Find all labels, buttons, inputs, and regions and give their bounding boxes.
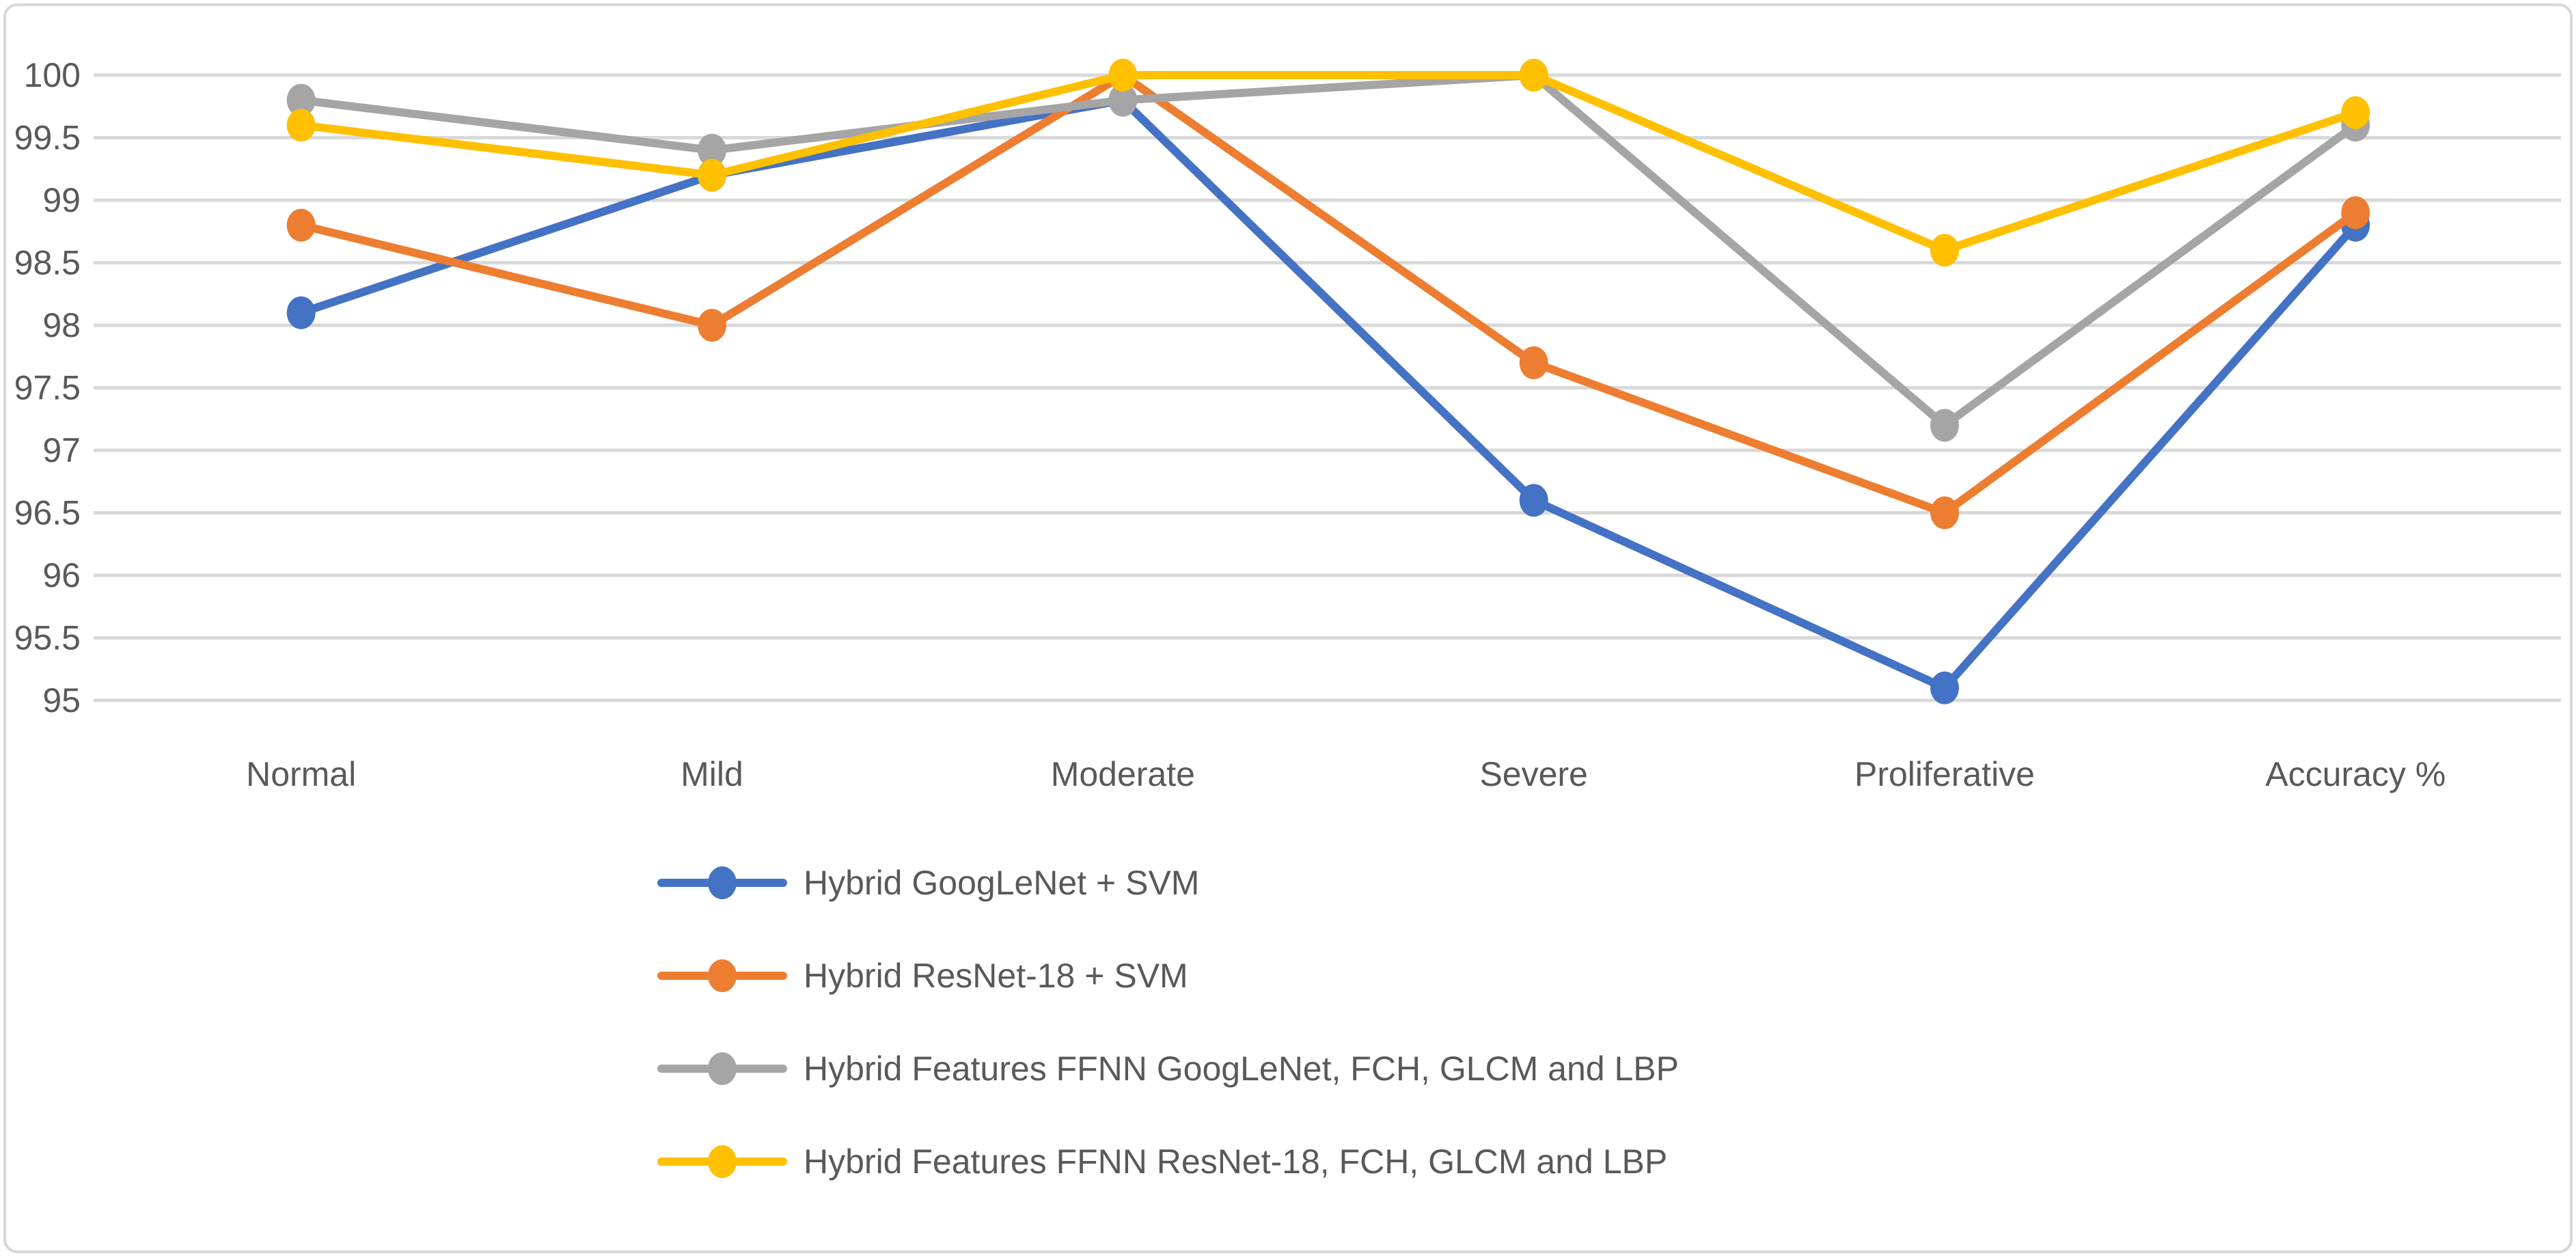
legend-label: Hybrid Features FFNN ResNet-18, FCH, GLC… [804, 1142, 1667, 1181]
series-line-hybrid-resnet-18-svm [297, 71, 2360, 517]
data-point-marker [286, 109, 316, 142]
legend-marker [708, 866, 737, 899]
series-line-hybrid-googlenet-svm [297, 96, 2360, 692]
chart-frame-border [3, 3, 2573, 1253]
y-tick-label: 97 [42, 431, 81, 469]
legend-label: Hybrid ResNet-18 + SVM [804, 957, 1188, 995]
data-point-marker [286, 296, 316, 329]
series-line-hybrid-features-ffnn-googlenet-fch-glcm-and-lbp [297, 71, 2360, 430]
y-tick-label: 100 [24, 56, 81, 94]
data-point-marker [1519, 346, 1548, 379]
y-tick-label: 98.5 [14, 244, 81, 282]
legend-marker [708, 1052, 737, 1085]
series-hybrid-features-ffnn-resnet-18-fch-glcm-and-lbp [286, 59, 2370, 267]
data-point-marker [286, 208, 316, 242]
y-tick-label: 96 [42, 556, 81, 594]
x-category-label-severe: Severe [1479, 755, 1587, 793]
series-line-hybrid-features-ffnn-resnet-18-fch-glcm-and-lbp [297, 71, 2360, 255]
data-point-marker [2341, 96, 2370, 129]
data-point-marker [1108, 59, 1138, 92]
legend-marker [708, 959, 737, 992]
data-point-marker [698, 309, 726, 342]
y-tick-label: 99.5 [14, 119, 81, 157]
y-tick-label: 96.5 [14, 494, 81, 532]
data-point-marker [1930, 234, 1959, 267]
data-point-marker [1108, 83, 1138, 117]
gridlines [94, 73, 2561, 702]
x-category-label-mild: Mild [681, 755, 743, 793]
x-category-label-accuracy: Accuracy % [2265, 755, 2445, 793]
y-tick-label: 99 [42, 181, 81, 219]
legend-label: Hybrid Features FFNN GoogLeNet, FCH, GLC… [804, 1050, 1679, 1088]
legend-item-hybrid-features-ffnn-googlenet-fch-glcm-and-lbp: Hybrid Features FFNN GoogLeNet, FCH, GLC… [657, 1050, 1679, 1088]
y-tick-label: 95 [42, 681, 81, 720]
x-category-label-moderate: Moderate [1051, 755, 1195, 793]
legend-item-hybrid-googlenet-svm: Hybrid GoogLeNet + SVM [657, 864, 1199, 902]
legend-item-hybrid-resnet-18-svm: Hybrid ResNet-18 + SVM [657, 957, 1188, 995]
legend-label: Hybrid GoogLeNet + SVM [804, 864, 1199, 902]
legend: Hybrid GoogLeNet + SVM Hybrid ResNet-18 +… [657, 864, 1679, 1181]
data-point-marker [1930, 496, 1959, 530]
data-point-marker [1519, 59, 1548, 92]
data-point-marker [2341, 196, 2370, 230]
legend-marker [708, 1145, 737, 1178]
x-category-label-proliferative: Proliferative [1854, 755, 2035, 793]
data-point-marker [1930, 409, 1959, 442]
y-axis-tick-labels: 100 99.5 99 98.5 98 97.5 97 96.5 96 95.5 95 [14, 56, 81, 720]
data-point-marker [698, 159, 726, 192]
data-point-marker [286, 83, 316, 117]
y-tick-label: 98 [42, 306, 81, 344]
data-point-marker [1930, 671, 1959, 704]
legend-item-hybrid-features-ffnn-resnet-18-fch-glcm-and-lbp: Hybrid Features FFNN ResNet-18, FCH, GLC… [657, 1142, 1667, 1181]
y-tick-label: 97.5 [14, 369, 81, 407]
y-tick-label: 95.5 [14, 619, 81, 657]
x-axis-category-labels: Normal Mild Moderate Severe Proliferative Acc… [246, 755, 2445, 793]
x-category-label-normal: Normal [246, 755, 356, 793]
data-point-marker [1519, 484, 1548, 517]
data-point-marker [698, 133, 726, 167]
